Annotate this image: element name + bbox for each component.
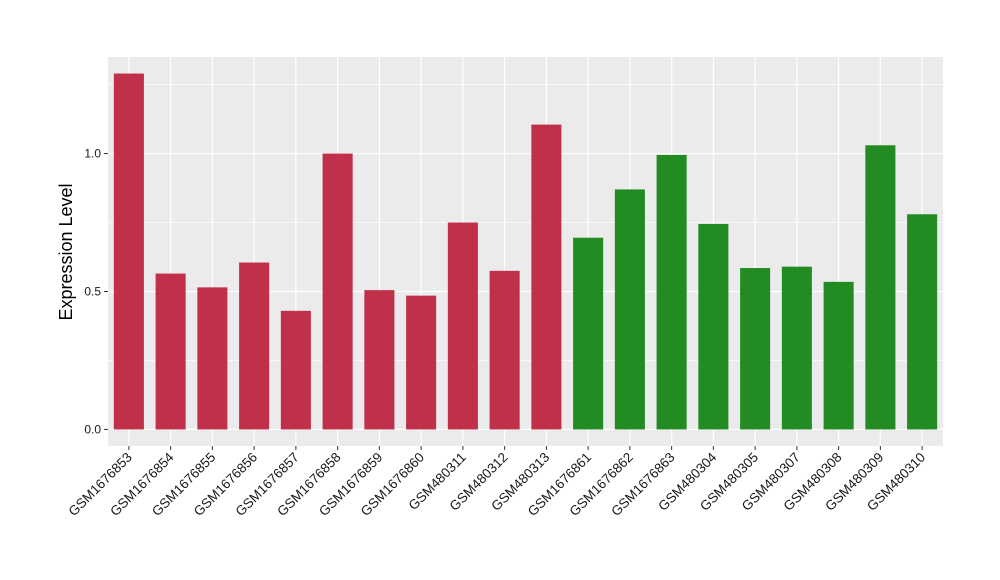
bar [656, 154, 687, 430]
y-tick-label: 0.0 [84, 422, 101, 436]
bar [865, 145, 896, 430]
bar [907, 214, 938, 430]
bar [489, 270, 520, 430]
y-tick-label: 0.5 [84, 285, 101, 299]
bar [322, 153, 353, 430]
bar [239, 262, 270, 430]
plot-panel [108, 57, 943, 446]
bar [614, 189, 645, 430]
bar [823, 281, 854, 430]
bar [113, 73, 144, 430]
bar [781, 266, 812, 430]
bar [197, 287, 228, 430]
bar [280, 310, 311, 430]
bar [364, 290, 395, 430]
bar [740, 268, 771, 430]
bar [531, 124, 562, 430]
bar [406, 295, 437, 430]
x-axis: GSM1676853GSM1676854GSM1676855GSM1676856… [65, 446, 928, 519]
y-axis-title: Expression Level [56, 183, 76, 320]
bar [573, 237, 604, 430]
bar [698, 223, 729, 430]
y-axis: 0.0 0.5 1.0 [84, 147, 108, 436]
bar [155, 273, 186, 430]
bar [447, 222, 478, 430]
bars [113, 73, 938, 430]
y-tick-label: 1.0 [84, 147, 101, 161]
